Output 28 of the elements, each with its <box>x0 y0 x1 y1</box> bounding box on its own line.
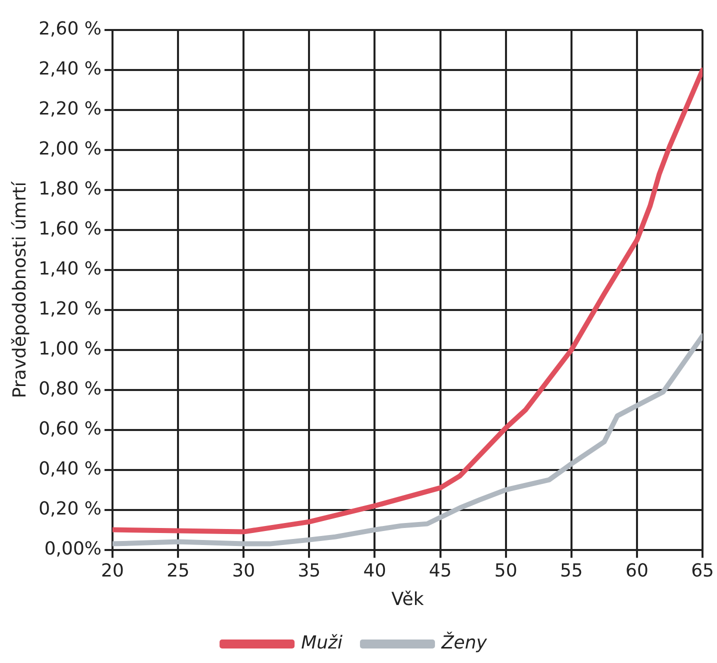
y-tick-label: 1,20 % <box>38 298 102 320</box>
x-tick-label: 25 <box>166 560 190 582</box>
x-tick-label: 20 <box>101 560 124 582</box>
x-tick-label: 60 <box>626 560 648 582</box>
x-tick-label: 65 <box>691 560 714 582</box>
y-tick-label: 1,80 % <box>38 178 102 200</box>
y-tick-label: 1,00 % <box>38 338 102 360</box>
y-tick-label: 1,40 % <box>38 258 102 280</box>
y-tick-label: 0,20 % <box>38 498 102 520</box>
x-tick-label: 50 <box>494 560 518 582</box>
x-axis-title: Věk <box>391 588 424 610</box>
y-tick-label: 2,20 % <box>38 98 102 120</box>
y-tick-label: 2,00 % <box>38 138 102 160</box>
y-tick-label: 0,00% <box>44 538 102 560</box>
y-tick-label: 0,40 % <box>38 458 102 480</box>
legend-label: Muži <box>301 632 342 654</box>
y-tick-label: 2,40 % <box>38 58 102 80</box>
y-axis-title: Pravděpodobnosti úmrtí <box>9 180 30 398</box>
y-tick-label: 1,60 % <box>38 218 102 240</box>
x-tick-label: 45 <box>428 560 452 582</box>
x-tick-label: 40 <box>363 560 386 582</box>
x-tick-label: 35 <box>298 560 321 582</box>
y-tick-label: 0,60 % <box>38 418 102 440</box>
x-tick-label: 30 <box>232 560 256 582</box>
y-tick-label: 2,60 % <box>38 18 102 40</box>
legend-label: Ženy <box>440 632 488 654</box>
y-tick-label: 0,80 % <box>38 378 102 400</box>
x-tick-label: 55 <box>560 560 583 582</box>
